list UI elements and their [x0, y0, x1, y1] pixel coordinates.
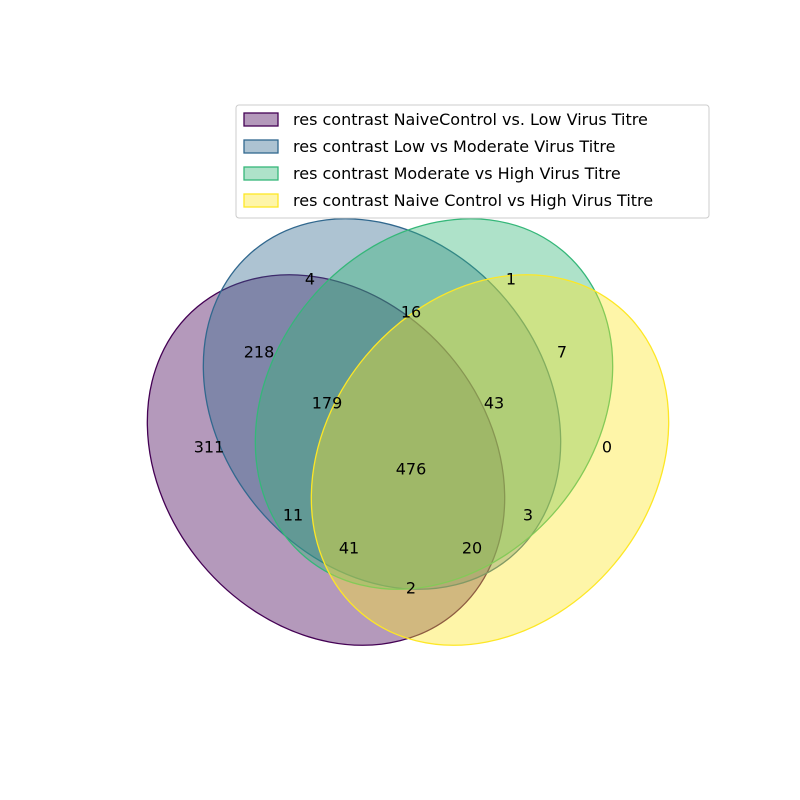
- count-only-set-4: 0: [602, 438, 612, 457]
- count-all-sets: 476: [396, 460, 427, 479]
- legend: res contrast NaiveControl vs. Low Virus …: [235, 104, 710, 219]
- count-only-set-1: 311: [194, 438, 225, 457]
- count-set-2-3-4: 43: [484, 394, 504, 413]
- count-set-2-3: 16: [401, 303, 421, 322]
- legend-label-set-2: res contrast Low vs Moderate Virus Titre: [293, 137, 615, 156]
- legend-swatch-set-2: [243, 139, 279, 154]
- count-set-1-2-4: 20: [462, 539, 482, 558]
- legend-swatch-set-1: [243, 112, 279, 127]
- count-set-3-4: 7: [557, 343, 567, 362]
- ellipse-set-3: [254, 218, 614, 590]
- legend-swatch-set-3: [243, 166, 279, 181]
- count-only-set-2: 4: [305, 270, 315, 289]
- count-set-1-4: 2: [406, 579, 416, 598]
- count-set-2-4: 3: [523, 506, 533, 525]
- ellipse-set-1: [146, 274, 506, 646]
- ellipse-set-4: [310, 274, 670, 646]
- legend-label-set-4: res contrast Naive Control vs High Virus…: [293, 191, 653, 210]
- count-only-set-3: 1: [506, 270, 516, 289]
- legend-frame: [235, 104, 710, 219]
- legend-label-set-1: res contrast NaiveControl vs. Low Virus …: [293, 110, 648, 129]
- legend-label-set-3: res contrast Moderate vs High Virus Titr…: [293, 164, 621, 183]
- count-set-1-3: 11: [283, 506, 303, 525]
- ellipse-set-2: [202, 218, 562, 590]
- count-set-1-2-3: 179: [312, 394, 343, 413]
- legend-swatch-set-4: [243, 193, 279, 208]
- set-ellipses: [146, 218, 670, 646]
- region-counts: 311 4 1 0 218 16 7 179 43 476 11 3 41 20…: [194, 270, 612, 598]
- count-set-1-2: 218: [244, 343, 275, 362]
- count-set-1-3-4: 41: [339, 539, 359, 558]
